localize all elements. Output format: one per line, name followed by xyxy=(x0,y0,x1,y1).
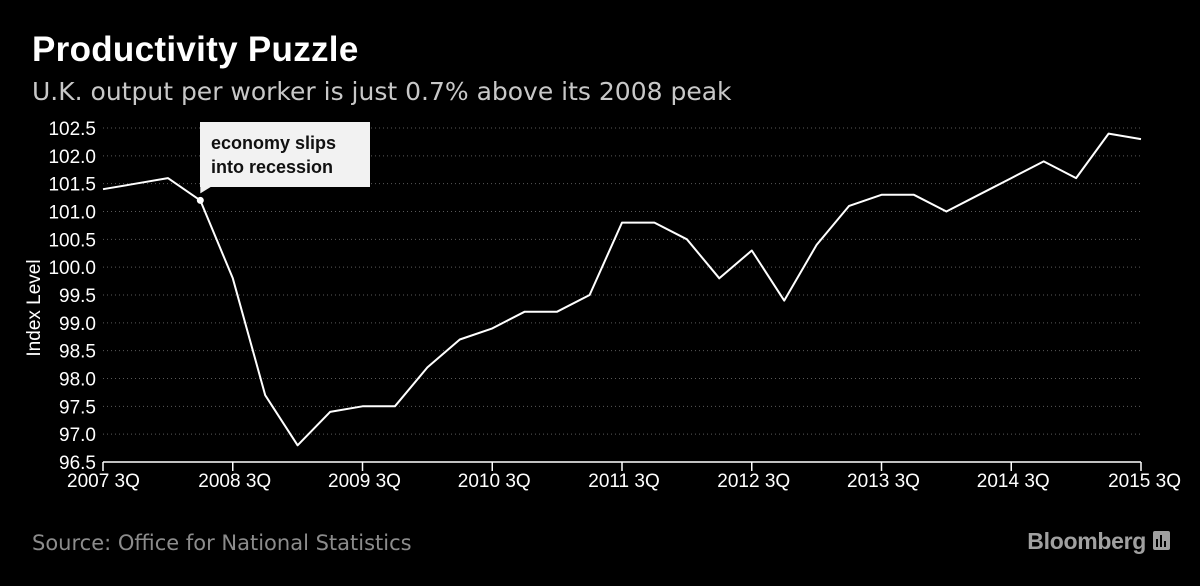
y-tick-label: 96.5 xyxy=(59,453,96,474)
x-tick-label: 2008 3Q xyxy=(198,471,271,492)
x-tick-label: 2013 3Q xyxy=(847,471,920,492)
annotation-pointer xyxy=(196,186,213,204)
series-group xyxy=(102,132,1142,447)
y-tick-label: 98.0 xyxy=(59,370,96,391)
y-tick-label: 102.0 xyxy=(48,147,96,168)
x-tick-label: 2009 3Q xyxy=(328,471,401,492)
chart-title: Productivity Puzzle xyxy=(32,30,359,69)
x-axis-ticks: 2007 3Q 2008 3Q 2009 3Q 2010 3Q 2011 3Q 2012 … xyxy=(67,462,1181,492)
y-tick-label: 98.5 xyxy=(59,342,96,363)
y-tick-label: 101.0 xyxy=(48,203,96,224)
series-line-output-per-worker xyxy=(102,132,1142,447)
bloomberg-terminal-icon xyxy=(1153,531,1170,550)
x-tick-label: 2012 3Q xyxy=(717,471,790,492)
y-tick-label: 101.5 xyxy=(48,175,96,196)
x-tick-label: 2011 3Q xyxy=(588,471,659,492)
y-tick-label: 97.0 xyxy=(59,425,96,446)
y-axis-ticks: 96.5 97.0 97.5 98.0 98.5 99.0 99.5 100.0 100.5 10… xyxy=(48,119,96,474)
annotation-arrow xyxy=(200,186,213,194)
x-tick-label: 2007 3Q xyxy=(67,471,140,492)
y-tick-label: 99.0 xyxy=(59,314,96,335)
annotation-box: economy slips into recession xyxy=(200,122,370,187)
x-tick-label: 2014 3Q xyxy=(977,471,1050,492)
y-tick-label: 100.5 xyxy=(48,230,96,251)
y-tick-label: 99.5 xyxy=(59,286,96,307)
y-tick-label: 100.0 xyxy=(48,258,96,279)
x-tick-label: 2010 3Q xyxy=(458,471,531,492)
annotation-marker xyxy=(196,196,204,204)
annotation-line-1: economy slips xyxy=(211,133,337,153)
y-tick-label: 102.5 xyxy=(48,119,96,140)
bloomberg-logo: Bloomberg xyxy=(1027,528,1146,554)
annotation-line-2: into recession xyxy=(211,157,334,177)
y-axis-label: Index Level xyxy=(24,259,45,356)
source-note: Source: Office for National Statistics xyxy=(32,531,412,555)
x-tick-label: 2015 3Q xyxy=(1108,471,1181,492)
chart-subtitle: U.K. output per worker is just 0.7% abov… xyxy=(32,77,732,106)
y-tick-label: 97.5 xyxy=(59,397,96,418)
